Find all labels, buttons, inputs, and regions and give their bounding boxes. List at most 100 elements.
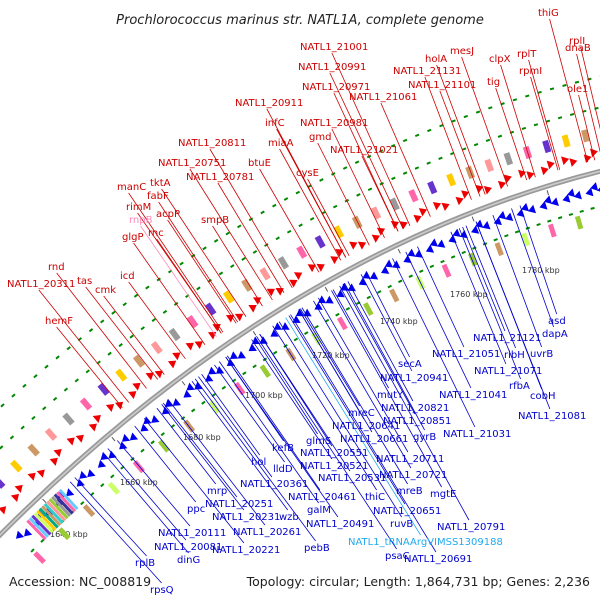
track-tick (557, 116, 563, 120)
label-NATL1_20981: NATL1_20981 (300, 118, 368, 129)
forward-gene-arrow (36, 469, 45, 478)
forward-gene-arrow (128, 391, 137, 400)
cog-block-fill (521, 232, 531, 247)
label-NATL1_21121: NATL1_21121 (473, 333, 541, 344)
cog-block (259, 267, 271, 281)
label-leader-line (392, 258, 476, 428)
label-leader-line (347, 281, 414, 402)
cog-block (277, 256, 290, 270)
cog-block (259, 364, 272, 378)
track-tick (390, 143, 396, 148)
label-psaC: psaC (385, 551, 410, 562)
reverse-gene-arrow (471, 225, 480, 234)
reverse-gene-arrow (24, 528, 33, 537)
label-leader-line (162, 402, 238, 498)
cog-block (0, 476, 6, 489)
ruler-label-1680: 1680 kbp (183, 433, 221, 442)
track-tick (140, 448, 145, 453)
track-tick (402, 138, 408, 143)
cog-block (521, 232, 531, 247)
track-tick (545, 119, 551, 123)
label-leader-line (492, 215, 542, 348)
track-tick (324, 318, 330, 323)
track-tick (118, 343, 123, 348)
cog-block-fill (157, 439, 170, 453)
track-tick (485, 138, 491, 142)
label-NATL1_21081: NATL1_21081 (518, 411, 586, 422)
label-NATL1_20531: NATL1_20531 (318, 473, 386, 484)
label-mesJ: mesJ (450, 46, 474, 57)
track-tick (0, 403, 5, 408)
reverse-gene-arrow (314, 302, 323, 310)
forward-gene-arrow (589, 148, 598, 158)
cog-block (43, 502, 64, 524)
label-leader-line (313, 300, 412, 469)
cog-block-fill (168, 327, 181, 342)
label-galM: galM (307, 505, 331, 516)
cog-block (370, 206, 382, 220)
track-tick (345, 306, 351, 311)
cog-block-fill (58, 488, 79, 511)
cog-block-fill (0, 476, 6, 489)
cog-block-fill (46, 500, 67, 522)
track-tick (9, 435, 15, 440)
label-holA: holA (425, 54, 447, 65)
forward-gene-arrow (194, 341, 203, 350)
label-thiG: thiG (538, 8, 559, 19)
label-mrp: mrp (207, 486, 227, 497)
track-tick (122, 302, 127, 307)
label-glgP: glgP (122, 232, 144, 243)
track-tick (438, 156, 443, 160)
reverse-gene-arrow (459, 229, 468, 239)
cog-block (51, 495, 72, 517)
label-NATL1_20491: NATL1_20491 (306, 519, 374, 530)
gene-features (0, 75, 600, 564)
cog-block (115, 368, 128, 382)
label-ppc: ppc (187, 504, 205, 515)
ruler-tick (42, 498, 47, 504)
cog-block-fill (48, 498, 69, 520)
cog-block (314, 235, 326, 249)
label-NATL1_20751: NATL1_20751 (158, 158, 226, 169)
cog-block-fill (186, 314, 199, 329)
forward-gene-arrow (475, 184, 484, 194)
reverse-gene-arrow (336, 289, 345, 298)
track-tick (0, 445, 4, 450)
track-tick (66, 346, 71, 351)
reverse-gene-arrow (66, 488, 75, 497)
label-NATL1_20221: NATL1_20221 (212, 545, 280, 556)
forward-gene-arrow (185, 342, 194, 351)
track-tick (514, 230, 520, 234)
label-NATL1_20641: NATL1_20641 (332, 421, 400, 432)
forward-gene-arrow (75, 434, 84, 443)
cog-block (446, 173, 457, 187)
label-leader-line (417, 246, 465, 348)
reverse-gene-arrow (119, 441, 128, 450)
label-rimM: rimM (126, 202, 151, 213)
cog-block-fill (44, 427, 58, 441)
label-cysE: cysE (296, 168, 319, 179)
label-acpP: acpP (156, 209, 180, 220)
label-leader-line (290, 314, 437, 553)
forward-gene-arrow (105, 404, 115, 412)
label-NATL1_20991: NATL1_20991 (298, 62, 366, 73)
track-tick (11, 393, 16, 398)
accession-label: Accession: NC_008819 (9, 574, 151, 589)
forward-gene-arrow (335, 249, 344, 257)
track-tick (202, 246, 207, 251)
label-leader-line (156, 238, 222, 334)
label-leader-line (272, 325, 377, 491)
label-leader-line (405, 251, 472, 389)
track-tick (475, 110, 481, 114)
cog-block-fill (574, 215, 584, 230)
label-leader-line (578, 94, 596, 161)
label-NATL1_20461: NATL1_20461 (288, 492, 356, 503)
forward-gene-arrow (88, 423, 97, 432)
label-NATL1_20941: NATL1_20941 (380, 373, 448, 384)
reverse-gene-arrow (172, 398, 181, 406)
cog-block-fill (389, 197, 400, 211)
cog-block-fill (51, 495, 72, 517)
label-NATL1_21021: NATL1_21021 (330, 145, 398, 156)
